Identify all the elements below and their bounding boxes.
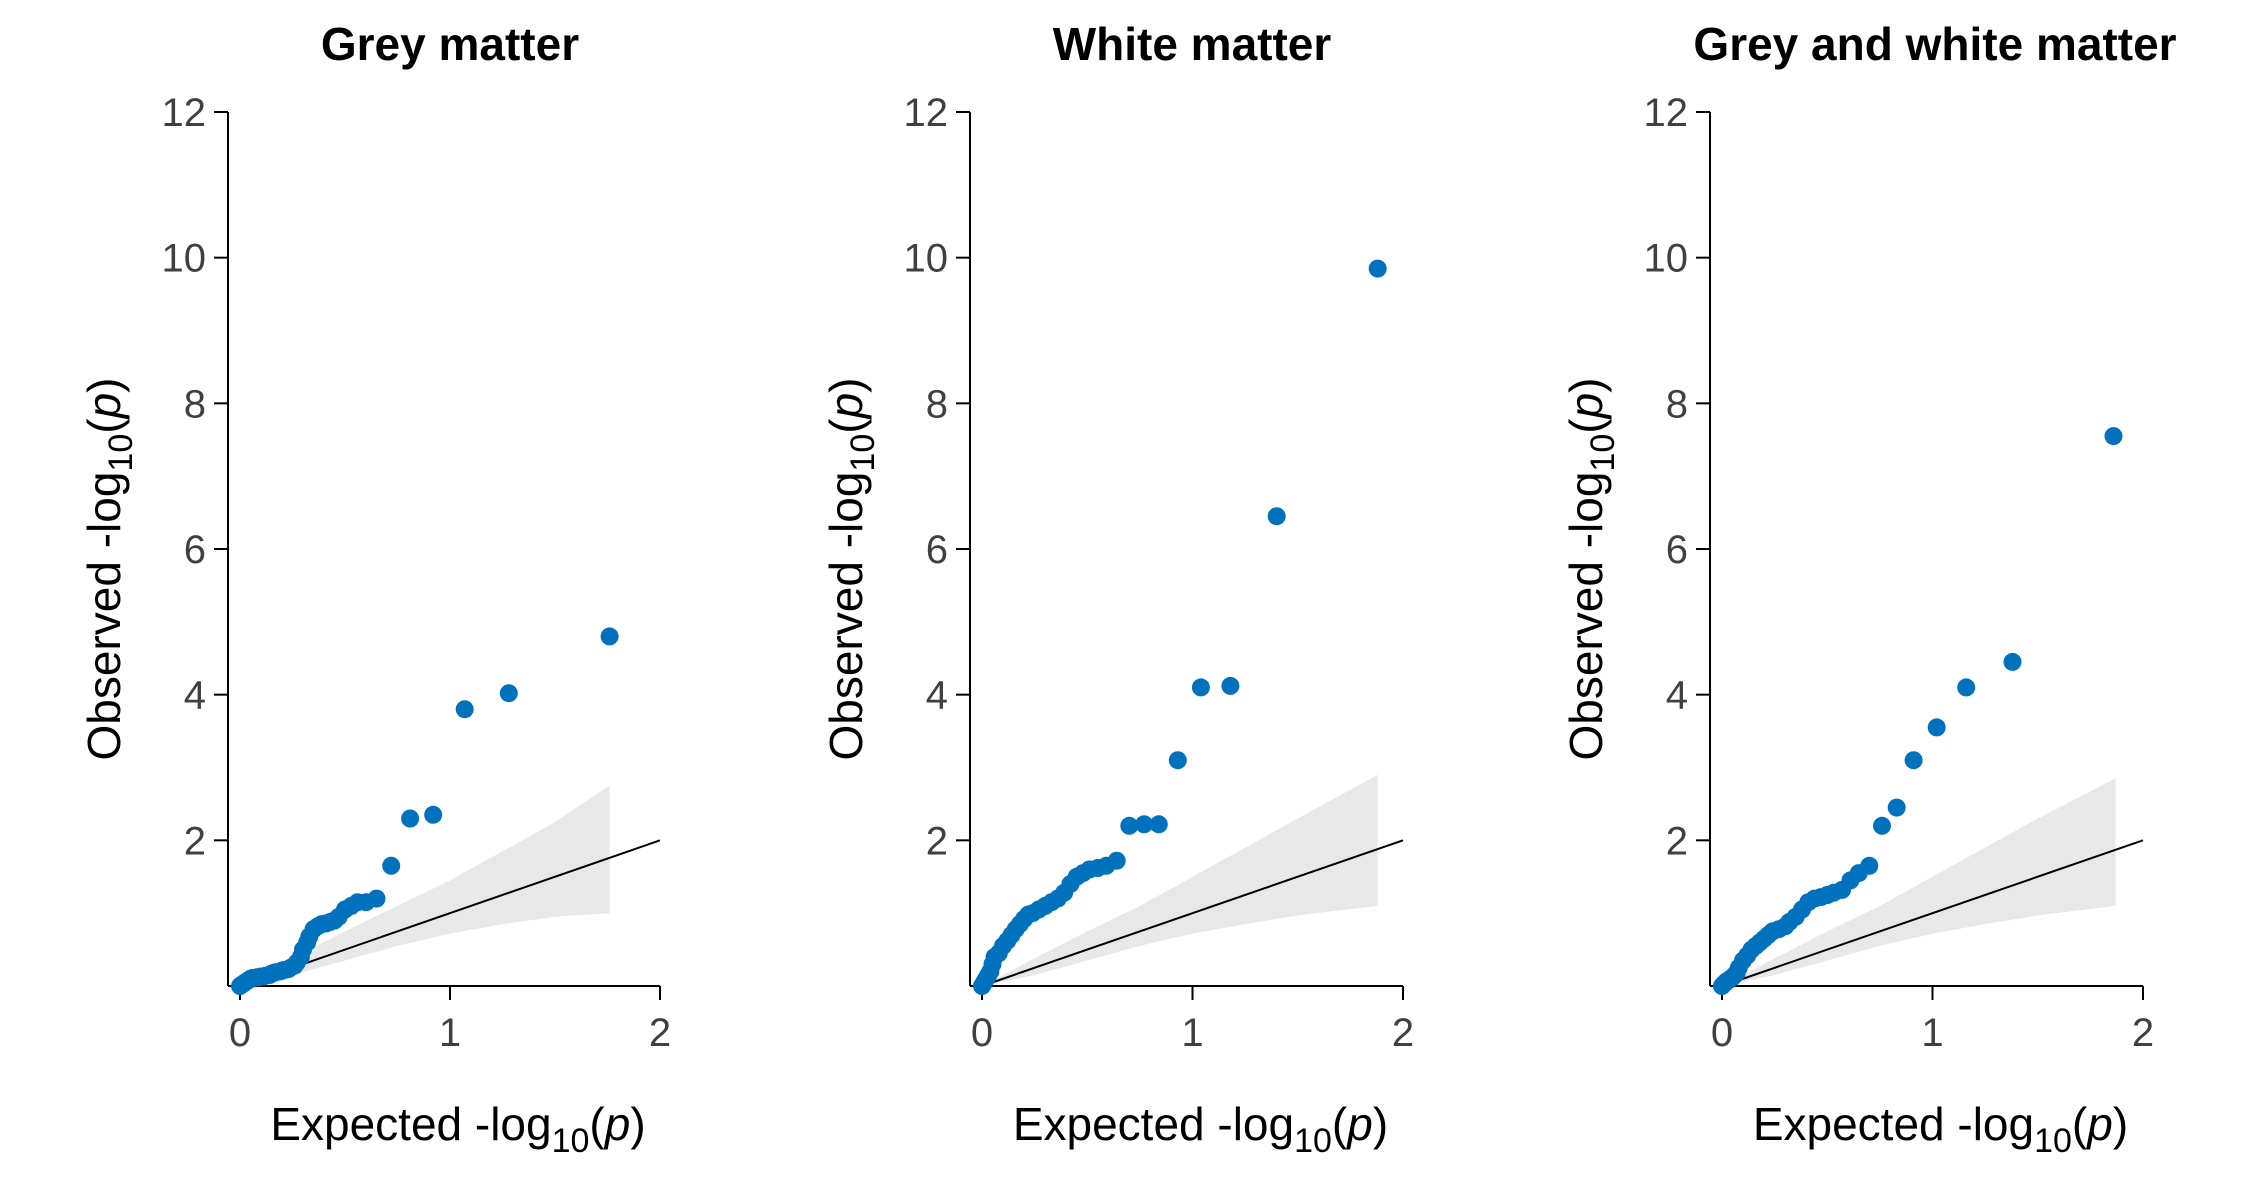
x-tick-label: 2 [1392,1011,1414,1055]
y-tick-label: 6 [1666,528,1688,572]
reference-line [1721,839,2144,987]
y-tick-label: 12 [904,91,949,135]
data-point [424,805,443,824]
x-tick-label: 1 [1181,1011,1203,1055]
y-tick-label: 6 [184,528,206,572]
x-tick-label: 2 [2132,1011,2154,1055]
y-axis-title: Observed -log10(p) [820,378,882,761]
data-point [367,889,386,908]
data-point [1120,816,1139,835]
y-axis-title: Observed -log10(p) [78,378,140,761]
y-tick-label: 2 [184,819,206,863]
data-point [1368,259,1387,278]
y-tick-label: 6 [926,528,948,572]
data-point [1191,678,1210,697]
data-point [499,684,518,703]
x-tick-label: 0 [971,1011,993,1055]
x-tick-label: 0 [1711,1011,1733,1055]
data-point [1168,751,1187,770]
y-tick-label: 4 [184,674,206,718]
y-tick-label: 8 [184,382,206,426]
y-tick-label: 10 [904,237,949,281]
chart-title: Grey matter [321,18,579,70]
data-point [1107,851,1126,870]
x-tick-label: 0 [229,1011,251,1055]
x-tick-label: 1 [439,1011,461,1055]
y-tick-label: 2 [926,819,948,863]
chart-title: Grey and white matter [1693,18,2176,70]
data-point [1873,816,1891,835]
data-point [1221,676,1240,695]
x-axis-title: Expected -log10(p) [270,1098,645,1160]
data-point [600,627,619,646]
y-tick-label: 4 [1666,674,1688,718]
y-tick-label: 10 [1644,237,1689,281]
data-point [1135,815,1154,834]
x-axis-title: Expected -log10(p) [1753,1098,2128,1160]
x-tick-label: 2 [649,1011,671,1055]
data-point [382,856,401,875]
reference-line [981,839,1404,987]
confidence-band [1722,778,2116,986]
y-tick-label: 8 [926,382,948,426]
y-tick-label: 8 [1666,382,1688,426]
y-tick-label: 12 [1644,91,1689,135]
data-point [1957,678,1976,697]
y-tick-label: 12 [162,91,207,135]
x-axis-title: Expected -log10(p) [1013,1098,1388,1160]
y-tick-label: 4 [926,674,948,718]
data-point [1904,751,1923,770]
chart-title: White matter [1053,18,1332,70]
data-point [401,809,420,828]
data-point [1860,856,1879,875]
reference-line [239,839,661,987]
data-point [2003,652,2022,671]
y-tick-label: 10 [162,237,207,281]
data-point [1149,815,1168,834]
data-point [1267,507,1286,526]
confidence-band [240,785,610,986]
data-point [1887,798,1906,817]
confidence-band [982,774,1378,986]
y-tick-label: 2 [1666,819,1688,863]
data-point [455,700,474,719]
data-point [2104,427,2123,446]
x-tick-label: 1 [1921,1011,1943,1055]
data-point [1927,718,1946,737]
y-axis-title: Observed -log10(p) [1560,378,1622,761]
